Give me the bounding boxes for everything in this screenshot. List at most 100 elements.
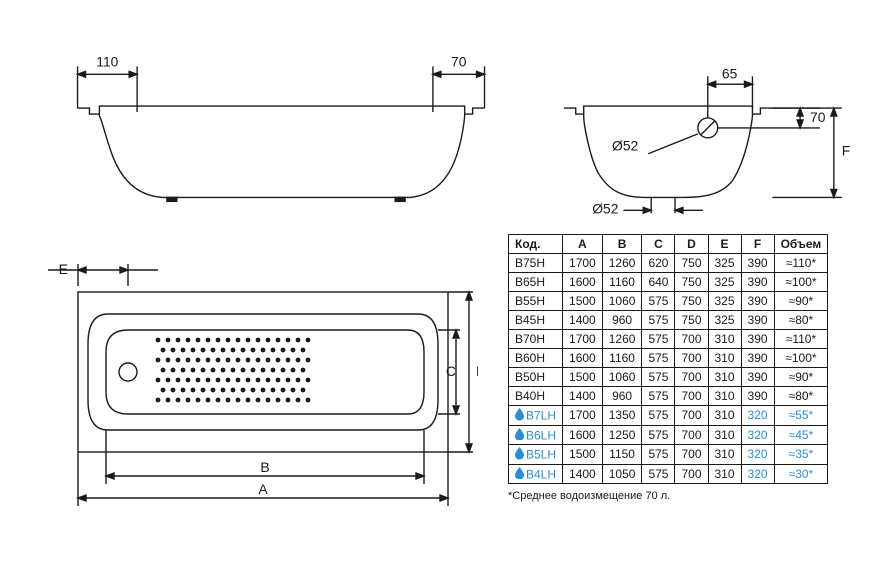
cell: 700 <box>675 445 708 465</box>
cell: 1050 <box>602 464 642 484</box>
cell: 575 <box>642 406 675 426</box>
col-header: F <box>741 235 774 254</box>
dim-drain-inside: Ø52 <box>612 138 639 154</box>
cell: 700 <box>675 349 708 368</box>
cell: 960 <box>602 311 642 330</box>
cell: 320 <box>741 464 774 484</box>
cell: 575 <box>642 330 675 349</box>
cell: ≈80* <box>774 387 828 406</box>
cell: B40H <box>509 387 563 406</box>
spec-table: Код.ABCDEFОбъем B75H17001260620750325390… <box>508 234 828 484</box>
cell: ≈45* <box>774 425 828 445</box>
cell: 1260 <box>602 254 642 273</box>
cell: 1160 <box>602 349 642 368</box>
table-row: B65H16001160640750325390≈100* <box>509 273 828 292</box>
footnote: *Среднее водоизмещение 70 л. <box>508 490 828 502</box>
dim-height-f: F <box>842 143 850 159</box>
cell: ≈110* <box>774 254 828 273</box>
col-header: D <box>675 235 708 254</box>
table-row: B7LH17001350575700310320≈55* <box>509 406 828 426</box>
table-row: B55H15001060575750325390≈90* <box>509 292 828 311</box>
table-row: B70H17001260575700310390≈110* <box>509 330 828 349</box>
cell: B6LH <box>509 425 563 445</box>
cell: 390 <box>741 254 774 273</box>
cell: 1150 <box>602 445 642 465</box>
cell: 325 <box>708 273 741 292</box>
page: 110 70 <box>0 0 870 587</box>
col-header: B <box>602 235 642 254</box>
cell: 1700 <box>563 254 603 273</box>
col-header: Объем <box>774 235 828 254</box>
lower-row: E C D B A Код.ABCDEFОбъем B75H1700126062… <box>18 234 852 524</box>
dim-a: A <box>258 481 268 497</box>
cell: 1600 <box>563 349 603 368</box>
cell: 575 <box>642 368 675 387</box>
side-elevation-long: 110 70 <box>18 16 514 216</box>
table-row: B5LH15001150575700310320≈35* <box>509 445 828 465</box>
cell: 1060 <box>602 292 642 311</box>
anti-slip-pattern <box>156 338 311 403</box>
cell: 700 <box>675 387 708 406</box>
cell: 325 <box>708 254 741 273</box>
cell: 390 <box>741 349 774 368</box>
cell: 390 <box>741 273 774 292</box>
cell: 320 <box>741 445 774 465</box>
cell: 310 <box>708 368 741 387</box>
dim-drain-bottom: Ø52 <box>593 200 620 216</box>
col-header: Код. <box>509 235 563 254</box>
cell: B70H <box>509 330 563 349</box>
cell: ≈110* <box>774 330 828 349</box>
cell: B75H <box>509 254 563 273</box>
cell: 310 <box>708 406 741 426</box>
dim-left-flange: 110 <box>96 53 118 69</box>
cell: 325 <box>708 311 741 330</box>
cell: 1600 <box>563 273 603 292</box>
cell: 575 <box>642 311 675 330</box>
cell: 310 <box>708 445 741 465</box>
cell: 750 <box>675 292 708 311</box>
cell: 390 <box>741 311 774 330</box>
cell: 575 <box>642 425 675 445</box>
cell: 575 <box>642 464 675 484</box>
cell: B50H <box>509 368 563 387</box>
cell: ≈90* <box>774 292 828 311</box>
cell: 700 <box>675 330 708 349</box>
table-row: B60H16001160575700310390≈100* <box>509 349 828 368</box>
cell: 390 <box>741 292 774 311</box>
table-row: B4LH14001050575700310320≈30* <box>509 464 828 484</box>
dim-right-flange: 70 <box>451 53 467 69</box>
cell: B5LH <box>509 445 563 465</box>
cell: ≈55* <box>774 406 828 426</box>
cell: 700 <box>675 368 708 387</box>
cell: 575 <box>642 387 675 406</box>
cell: ≈90* <box>774 368 828 387</box>
spec-table-wrap: Код.ABCDEFОбъем B75H17001260620750325390… <box>508 234 828 524</box>
cell: 620 <box>642 254 675 273</box>
col-header: C <box>642 235 675 254</box>
cell: 575 <box>642 349 675 368</box>
dim-rim-to-overflow: 70 <box>810 109 826 125</box>
cell: 750 <box>675 254 708 273</box>
cell: 310 <box>708 464 741 484</box>
table-row: B6LH16001250575700310320≈45* <box>509 425 828 445</box>
side-elevation-short: 65 70 F Ø52 Ø52 <box>544 16 852 216</box>
cell: B65H <box>509 273 563 292</box>
cell: 1500 <box>563 368 603 387</box>
cell: 1400 <box>563 387 603 406</box>
cell: 750 <box>675 311 708 330</box>
cell: 575 <box>642 292 675 311</box>
cell: 1700 <box>563 330 603 349</box>
dim-d: D <box>476 363 478 379</box>
cell: 325 <box>708 292 741 311</box>
dim-c: C <box>446 363 456 379</box>
table-row: B45H1400960575750325390≈80* <box>509 311 828 330</box>
cell: 1260 <box>602 330 642 349</box>
cell: 310 <box>708 387 741 406</box>
cell: 700 <box>675 406 708 426</box>
cell: 390 <box>741 387 774 406</box>
cell: 320 <box>741 406 774 426</box>
cell: 310 <box>708 349 741 368</box>
cell: 1160 <box>602 273 642 292</box>
cell: B45H <box>509 311 563 330</box>
cell: 1350 <box>602 406 642 426</box>
